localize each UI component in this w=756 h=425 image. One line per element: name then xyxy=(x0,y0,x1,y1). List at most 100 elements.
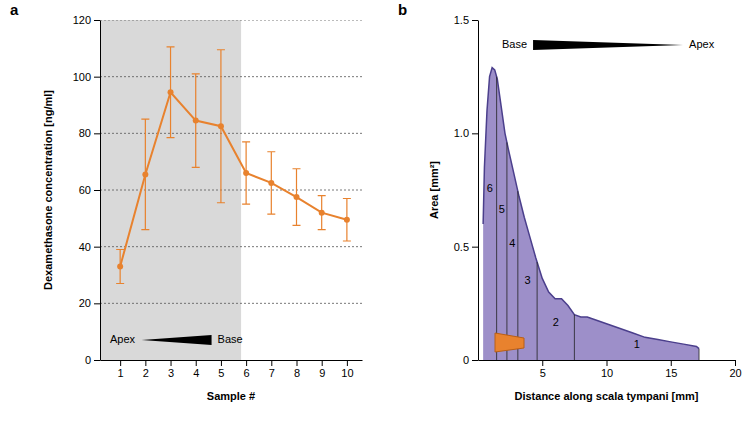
tick-mark xyxy=(671,360,672,366)
tick-mark xyxy=(472,133,478,134)
tick-label: 120 xyxy=(73,14,91,26)
error-bar xyxy=(293,169,301,226)
tick-mark xyxy=(271,360,272,366)
panel-letter: b xyxy=(398,1,407,18)
grid-line xyxy=(100,20,362,21)
x-axis-title: Sample # xyxy=(207,390,255,402)
tick: 1.5 xyxy=(454,14,478,26)
tick: 0 xyxy=(463,354,478,366)
tick-label: 20 xyxy=(79,297,91,309)
tick-label: 3 xyxy=(168,367,174,379)
tick-mark xyxy=(221,360,222,366)
y-axis-title: Dexamethasone concentration [ng/ml] xyxy=(42,90,54,290)
data-point xyxy=(268,180,274,186)
grid-line xyxy=(100,133,362,134)
gradient-start: Base xyxy=(502,38,527,50)
gradient-end: Apex xyxy=(689,38,715,50)
section-label: 4 xyxy=(509,237,515,249)
tick-mark xyxy=(94,303,100,304)
data-point xyxy=(218,123,224,129)
section-boundary xyxy=(537,262,538,360)
tick: 10 xyxy=(341,360,353,379)
error-bar xyxy=(192,74,200,167)
gradient-annotation: ApexBase xyxy=(110,333,243,345)
tick-label: 100 xyxy=(73,71,91,83)
plot-area xyxy=(100,20,362,360)
x-axis-title: Distance along scala tympani [mm] xyxy=(515,390,699,402)
section-label: 6 xyxy=(487,182,493,194)
error-bar xyxy=(343,199,351,242)
axis-line xyxy=(478,21,479,361)
tick: 40 xyxy=(79,241,100,253)
tick-label: 0.5 xyxy=(454,241,469,253)
gradient-wedge xyxy=(142,335,212,345)
tick-mark xyxy=(297,360,298,366)
panel: 654321510152000.51.01.5Distance along sc… xyxy=(398,1,742,402)
electrode xyxy=(495,333,524,352)
section-label: 2 xyxy=(553,316,559,328)
data-line xyxy=(120,92,347,266)
tick-label: 5 xyxy=(540,367,546,379)
data-point xyxy=(344,217,350,223)
tick-mark xyxy=(735,360,736,366)
tick-label: 0 xyxy=(85,354,91,366)
tick-label: 60 xyxy=(79,184,91,196)
tick: 120 xyxy=(73,14,100,26)
tick-label: 0 xyxy=(463,354,469,366)
gradient-end: Base xyxy=(218,333,243,345)
section-boundary xyxy=(517,191,518,360)
tick-label: 1.5 xyxy=(454,14,469,26)
tick: 8 xyxy=(294,360,300,379)
tick-mark xyxy=(542,360,543,366)
figure: 12345678910020406080100120Sample #Dexame… xyxy=(0,0,756,425)
axis-line xyxy=(101,360,363,361)
tick: 2 xyxy=(143,360,149,379)
tick-label: 15 xyxy=(665,367,677,379)
tick-mark xyxy=(94,360,100,361)
grid-line xyxy=(100,190,362,191)
gradient-wedge xyxy=(533,40,683,50)
tick: 5 xyxy=(218,360,224,379)
tick-mark xyxy=(145,360,146,366)
tick: 10 xyxy=(601,360,613,379)
tick-label: 2 xyxy=(143,367,149,379)
section-label: 3 xyxy=(524,274,530,286)
tick: 1.0 xyxy=(454,127,478,139)
y-axis-title: Area [mm²] xyxy=(428,161,440,219)
tick: 7 xyxy=(269,360,275,379)
tick-label: 8 xyxy=(294,367,300,379)
tick: 1 xyxy=(118,360,124,379)
section-label: 5 xyxy=(499,203,505,215)
tick: 60 xyxy=(79,184,100,196)
section-boundary xyxy=(699,349,700,360)
error-bar xyxy=(141,119,149,230)
tick-label: 1.0 xyxy=(454,127,469,139)
tick-mark xyxy=(196,360,197,366)
data-point xyxy=(294,194,300,200)
tick: 6 xyxy=(244,360,250,379)
tick-mark xyxy=(246,360,247,366)
error-bar xyxy=(267,152,275,214)
data-outline xyxy=(483,68,699,349)
data-point xyxy=(142,171,148,177)
tick-mark xyxy=(94,20,100,21)
error-bar xyxy=(242,142,250,204)
section-label: 1 xyxy=(634,338,640,350)
tick: 5 xyxy=(540,360,546,379)
tick: 9 xyxy=(319,360,325,379)
tick-label: 40 xyxy=(79,241,91,253)
tick-label: 4 xyxy=(193,367,199,379)
tick-mark xyxy=(472,360,478,361)
data-area xyxy=(483,68,699,360)
data-point xyxy=(193,118,199,124)
tick-mark xyxy=(120,360,121,366)
tick-mark xyxy=(607,360,608,366)
x-axis: 5101520 xyxy=(479,360,742,379)
grid-line xyxy=(100,303,362,304)
panel: 12345678910020406080100120Sample #Dexame… xyxy=(10,1,363,402)
data-point xyxy=(319,210,325,216)
tick-mark xyxy=(472,20,478,21)
tick: 0.5 xyxy=(454,241,478,253)
tick-label: 7 xyxy=(269,367,275,379)
y-axis: 0 0.5 1.0 1.5 xyxy=(454,14,479,366)
